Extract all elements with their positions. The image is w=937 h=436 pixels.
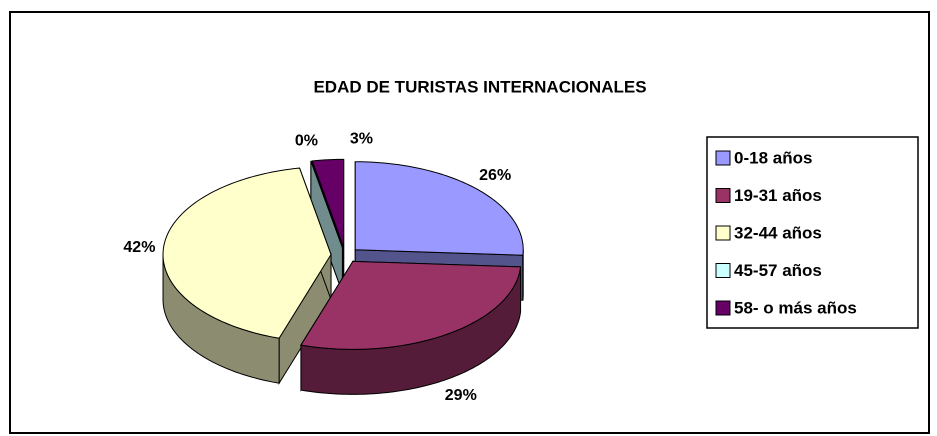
- legend-label: 58- o más años: [734, 298, 857, 317]
- slice-top: [310, 160, 343, 248]
- slice-top: [162, 167, 332, 339]
- data-label: 26%: [479, 167, 511, 184]
- legend-label: 0-18 años: [734, 148, 812, 167]
- legend-swatch: [715, 150, 731, 166]
- slice-top: [300, 260, 522, 350]
- legend-label: 45-57 años: [734, 261, 822, 280]
- legend-swatch: [715, 188, 731, 203]
- legend-box: [706, 136, 919, 329]
- slice: [300, 259, 522, 395]
- legend-swatch: [715, 300, 731, 316]
- data-label: 3%: [350, 131, 373, 148]
- legend-swatch: [715, 263, 731, 278]
- legend-label: 32-44 años: [734, 223, 822, 242]
- legend-swatch: [715, 225, 731, 241]
- slice: [162, 167, 332, 385]
- data-label: 0%: [295, 132, 318, 149]
- data-label: 42%: [123, 239, 155, 256]
- slice-top: [311, 158, 345, 248]
- slice-top: [354, 161, 524, 256]
- legend-label: 19-31 años: [734, 186, 822, 205]
- chart-title: EDAD DE TURISTAS INTERNACIONALES: [313, 77, 646, 96]
- data-label: 29%: [445, 387, 477, 404]
